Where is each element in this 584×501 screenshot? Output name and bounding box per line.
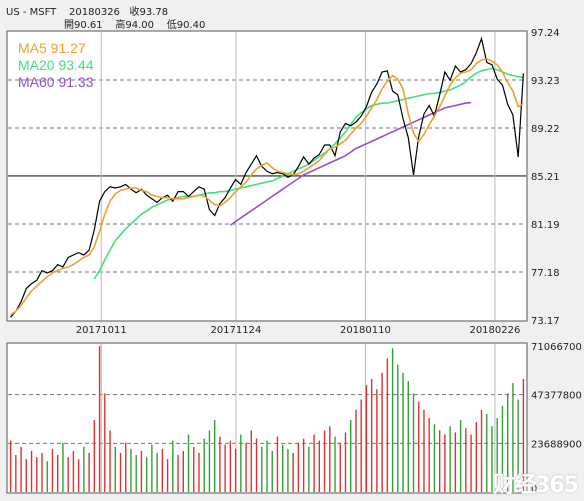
- watermark-logo: 财经365: [493, 473, 579, 498]
- price-tick-label: 77.18: [531, 268, 560, 279]
- low-label: 低90.40: [166, 20, 206, 31]
- volume-tick-label: 47377800: [531, 391, 582, 402]
- legend-ma5: MA5 91.27: [18, 40, 86, 56]
- ma60-line: [229, 101, 472, 226]
- price-tick-label: 93.23: [531, 76, 560, 87]
- date-tick-label: 20180226: [469, 325, 520, 336]
- high-label: 高94.00: [115, 20, 154, 31]
- price-tick-label: 73.17: [531, 316, 560, 327]
- header-line-1: US - MSFT 20180326 收93.78: [6, 3, 168, 18]
- symbol-label: US - MSFT: [6, 7, 57, 18]
- volume-axis-labels: 71066700 47377800 23688900 0: [531, 342, 582, 495]
- price-tick-label: 85.21: [531, 172, 560, 183]
- price-tick-label: 89.22: [531, 124, 560, 135]
- header-line-2: 開90.61 高94.00 低90.40: [64, 16, 205, 31]
- date-label: 20180326: [69, 7, 120, 18]
- volume-bars: [9, 346, 525, 492]
- date-tick-label: 20180110: [340, 325, 391, 336]
- ma5-line: [10, 57, 524, 316]
- volume-tick-label: 71066700: [531, 342, 582, 353]
- price-line: [10, 36, 524, 318]
- legend-ma20: MA20 93.44: [18, 57, 94, 73]
- ma-legend: MA5 91.27 MA20 93.44 MA60 91.33: [18, 40, 94, 91]
- price-tick-label: 97.24: [531, 28, 560, 39]
- close-label: 收93.78: [129, 7, 169, 18]
- date-tick-label: 20171011: [76, 325, 127, 336]
- date-tick-label: 20171124: [210, 325, 261, 336]
- legend-ma60: MA60 91.33: [18, 74, 94, 90]
- volume-tick-label: 23688900: [531, 439, 582, 450]
- date-axis-labels: 20171011 20171124 20180110 20180226: [76, 325, 521, 336]
- price-tick-label: 81.19: [531, 220, 560, 231]
- volume-tick-label: 0: [531, 484, 537, 495]
- price-lines: [10, 36, 524, 318]
- price-axis-labels: 97.24 93.23 89.22 85.21 81.19 77.18 73.17: [531, 28, 560, 327]
- open-label: 開90.61: [64, 20, 103, 31]
